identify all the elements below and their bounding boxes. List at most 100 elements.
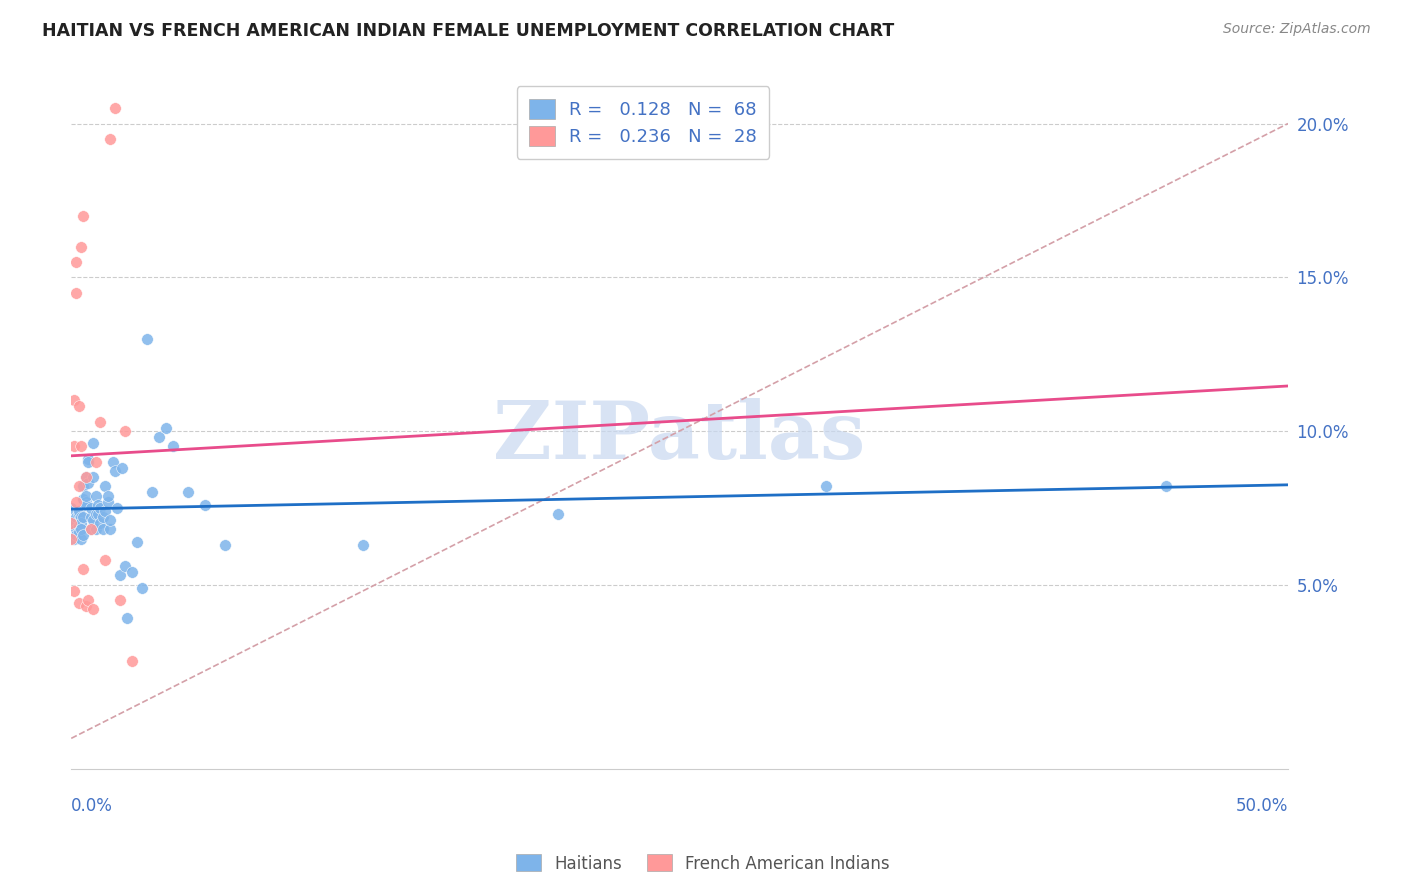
Point	[70, 239, 93, 253]
Point	[121, 655, 143, 669]
Point	[67, 519, 90, 533]
Point	[98, 513, 121, 527]
Point	[98, 132, 121, 146]
Point	[114, 424, 136, 438]
Point	[125, 534, 148, 549]
Point	[87, 498, 110, 512]
Point	[97, 494, 120, 508]
Point	[72, 562, 94, 576]
Point	[72, 528, 94, 542]
Point	[101, 455, 124, 469]
Point	[75, 494, 97, 508]
Point	[107, 500, 129, 515]
Point	[148, 430, 170, 444]
Point	[194, 498, 217, 512]
Point	[72, 209, 94, 223]
Point	[89, 415, 111, 429]
Point	[82, 513, 104, 527]
Point	[82, 470, 104, 484]
Point	[131, 581, 153, 595]
Text: 50.0%: 50.0%	[1236, 797, 1288, 814]
Point	[89, 500, 111, 515]
Point	[177, 485, 200, 500]
Text: 0.0%: 0.0%	[72, 797, 112, 814]
Point	[87, 507, 110, 521]
Point	[214, 538, 236, 552]
Point	[65, 255, 87, 269]
Point	[84, 507, 107, 521]
Point	[62, 516, 84, 531]
Point	[97, 488, 120, 502]
Point	[67, 479, 90, 493]
Point	[62, 393, 84, 408]
Point	[62, 583, 84, 598]
Point	[75, 470, 97, 484]
Point	[70, 439, 93, 453]
Point	[547, 507, 569, 521]
Point	[70, 522, 93, 536]
Point	[75, 488, 97, 502]
Point	[75, 599, 97, 614]
Point	[67, 507, 90, 521]
Point	[60, 532, 83, 546]
Point	[72, 510, 94, 524]
Point	[60, 516, 83, 531]
Point	[108, 568, 131, 582]
Point	[82, 602, 104, 616]
Point	[352, 538, 374, 552]
Point	[111, 460, 134, 475]
Point	[72, 479, 94, 493]
Point	[94, 479, 117, 493]
Text: ZIPatlas: ZIPatlas	[494, 398, 866, 476]
Point	[84, 522, 107, 536]
Point	[121, 566, 143, 580]
Point	[115, 611, 138, 625]
Point	[77, 451, 100, 466]
Point	[75, 498, 97, 512]
Point	[94, 553, 117, 567]
Text: HAITIAN VS FRENCH AMERICAN INDIAN FEMALE UNEMPLOYMENT CORRELATION CHART: HAITIAN VS FRENCH AMERICAN INDIAN FEMALE…	[42, 22, 894, 40]
Point	[75, 470, 97, 484]
Point	[80, 522, 103, 536]
Point	[67, 400, 90, 414]
Point	[62, 532, 84, 546]
Point	[72, 491, 94, 506]
Point	[114, 559, 136, 574]
Point	[77, 476, 100, 491]
Point	[108, 593, 131, 607]
Point	[104, 101, 127, 115]
Point	[65, 510, 87, 524]
Point	[80, 500, 103, 515]
Point	[84, 455, 107, 469]
Point	[62, 439, 84, 453]
Point	[60, 500, 83, 515]
Point	[814, 479, 837, 493]
Point	[91, 522, 114, 536]
Point	[65, 285, 87, 300]
Point	[91, 510, 114, 524]
Point	[135, 332, 157, 346]
Point	[70, 532, 93, 546]
Point	[65, 494, 87, 508]
Legend: Haitians, French American Indians: Haitians, French American Indians	[509, 847, 897, 880]
Text: Source: ZipAtlas.com: Source: ZipAtlas.com	[1223, 22, 1371, 37]
Legend: R =   0.128   N =  68, R =   0.236   N =  28: R = 0.128 N = 68, R = 0.236 N = 28	[517, 87, 769, 159]
Point	[82, 436, 104, 450]
Point	[80, 510, 103, 524]
Point	[94, 504, 117, 518]
Point	[155, 421, 177, 435]
Point	[65, 528, 87, 542]
Point	[70, 516, 93, 531]
Point	[84, 488, 107, 502]
Point	[67, 504, 90, 518]
Point	[162, 439, 184, 453]
Point	[65, 522, 87, 536]
Point	[98, 522, 121, 536]
Point	[70, 510, 93, 524]
Point	[77, 593, 100, 607]
Point	[1156, 479, 1178, 493]
Point	[67, 525, 90, 540]
Point	[77, 455, 100, 469]
Point	[67, 596, 90, 610]
Point	[80, 522, 103, 536]
